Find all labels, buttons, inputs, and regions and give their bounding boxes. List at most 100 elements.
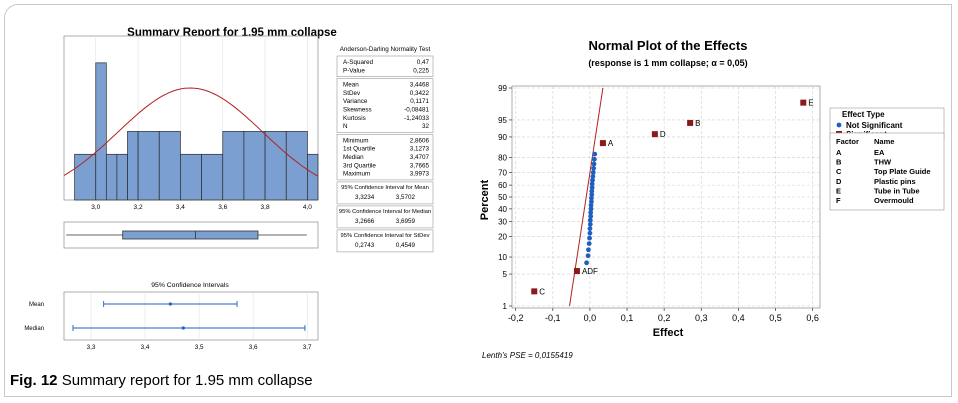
lenth-pse-footnote: Lenth's PSE = 0,0155419 (482, 351, 573, 360)
effect-point-label: E (808, 99, 813, 108)
ci-plot-frame (63, 291, 319, 341)
normal-plot-ytick-label: 70 (498, 168, 507, 177)
stats-table-value: -1,24033 (404, 115, 429, 122)
factor-table-code: F (836, 196, 841, 205)
stats-table-interval-box (336, 205, 434, 229)
histogram-bar (285, 131, 308, 201)
effect-point-not-significant (587, 217, 593, 223)
factor-table-name: THW (874, 158, 892, 167)
histogram-bar (116, 153, 128, 201)
histogram-bar (243, 131, 266, 201)
effect-point-label: C (539, 287, 545, 296)
normal-plot-subtitle: (response is 1 mm collapse; α = 0,05) (588, 58, 747, 68)
normal-plot-ytick-label: 1 (503, 302, 508, 311)
histogram-bar (222, 131, 245, 201)
stats-table-value: 3,4468 (410, 82, 430, 89)
stats-table-label: N (343, 123, 348, 130)
histogram-bar (127, 131, 139, 201)
normal-plot-xtick-label: 0,0 (584, 313, 597, 323)
stats-table-label: Median (343, 154, 364, 161)
normal-plot-ytick-label: 99 (498, 84, 507, 93)
stats-table-group (336, 78, 434, 133)
effect-point-significant (573, 268, 580, 275)
stats-interval-high: 3,6959 (396, 218, 416, 225)
stats-interval-high: 0,4549 (396, 242, 416, 249)
normal-plot-ytick-label: 80 (498, 154, 507, 163)
effect-point-not-significant (589, 181, 595, 187)
effect-point-not-significant (587, 226, 593, 232)
normal-plot-xtick-label: 0,4 (732, 313, 745, 323)
normal-plot-xtick-label: 0,2 (658, 313, 671, 323)
effect-point-not-significant (591, 156, 597, 162)
factor-table-name: Plastic pins (874, 177, 916, 186)
stats-table-value: 2,8606 (410, 137, 430, 144)
factor-table-name: Overmould (874, 196, 914, 205)
effect-point-not-significant (588, 202, 594, 208)
stats-interval-label: 95% Confidence Interval for StDev (341, 233, 430, 239)
effect-point-not-significant (588, 206, 594, 212)
stats-interval-low: 3,3234 (355, 194, 375, 201)
stats-table-value: -0,08481 (404, 107, 429, 114)
effect-point-not-significant (592, 151, 598, 157)
normal-plot-xtick-label: 0,5 (769, 313, 782, 323)
histogram-bar (95, 62, 107, 201)
stats-table-label: Minimum (343, 137, 369, 144)
factor-table-code: B (836, 158, 842, 167)
factor-table-code: A (836, 148, 842, 157)
stats-table-group (336, 55, 434, 77)
histogram-bar (137, 131, 160, 201)
stats-table-label: P-Value (343, 67, 365, 74)
effect-point-not-significant (590, 177, 595, 183)
ci-xtick-label: 3,5 (195, 344, 204, 351)
histogram-bar (105, 153, 118, 201)
normal-plot-ytick-label: 10 (498, 253, 507, 262)
stats-table-value: 3,9973 (410, 171, 430, 178)
stats-table-value: 3,4707 (410, 154, 430, 161)
effect-point-significant (531, 288, 538, 295)
normal-plot-ytick-label: 50 (498, 193, 507, 202)
factor-table-code: E (836, 186, 841, 195)
legend-entry-not-significant: Not Significant (846, 121, 903, 130)
histogram-bar (307, 153, 319, 201)
histogram-bar (201, 153, 224, 201)
figure-caption: Fig. 12 Summary report for 1.95 mm colla… (10, 372, 313, 389)
effect-point-not-significant (586, 247, 591, 253)
histogram-bar (180, 153, 202, 201)
effect-point-not-significant (584, 260, 589, 266)
effect-point-not-significant (589, 188, 595, 194)
effect-point-label: ADF (582, 267, 598, 276)
normal-plot-ytick-label: 90 (498, 133, 507, 142)
stats-interval-high: 3,5702 (396, 194, 416, 201)
stats-interval-label: 95% Confidence Interval for Median (339, 209, 431, 215)
effect-point-not-significant (588, 210, 594, 215)
effect-point-not-significant (590, 173, 596, 179)
histogram-xtick-label: 3,8 (261, 204, 270, 211)
stats-table-value: 3,7665 (410, 162, 430, 169)
normal-plot-xlabel: Effect (653, 327, 684, 339)
effect-point-not-significant (589, 192, 595, 198)
effect-point-not-significant (589, 185, 595, 190)
normal-plot-xtick-label: 0,6 (806, 313, 819, 323)
effect-point-significant (651, 131, 658, 138)
factor-table-name: Tube in Tube (874, 186, 920, 195)
ci-interval-center (181, 326, 185, 330)
normal-plot-ytick-label: 95 (498, 116, 507, 125)
effect-point-not-significant (591, 165, 597, 171)
effect-point-not-significant (589, 199, 594, 205)
factor-table-name: Top Plate Guide (874, 167, 931, 176)
normal-plot-ytick-label: 60 (498, 181, 507, 190)
legend-marker-not-significant (836, 122, 842, 128)
stats-table-label: A-Squared (343, 59, 374, 66)
boxplot-box (122, 230, 259, 240)
stats-table-value: 0,47 (417, 59, 430, 66)
effect-point-significant (599, 140, 606, 147)
normal-plot-ylabel: Percent (479, 179, 491, 220)
caption-label: Fig. 12 (10, 372, 58, 389)
normal-plot-title: Normal Plot of the Effects (589, 38, 748, 53)
effect-point-not-significant (589, 195, 594, 201)
stats-table-interval-box (336, 181, 434, 205)
histogram-bar (264, 131, 287, 201)
stats-table-group (336, 134, 434, 181)
factor-table-header-name: Name (874, 137, 894, 146)
factor-table-header-factor: Factor (836, 137, 859, 146)
